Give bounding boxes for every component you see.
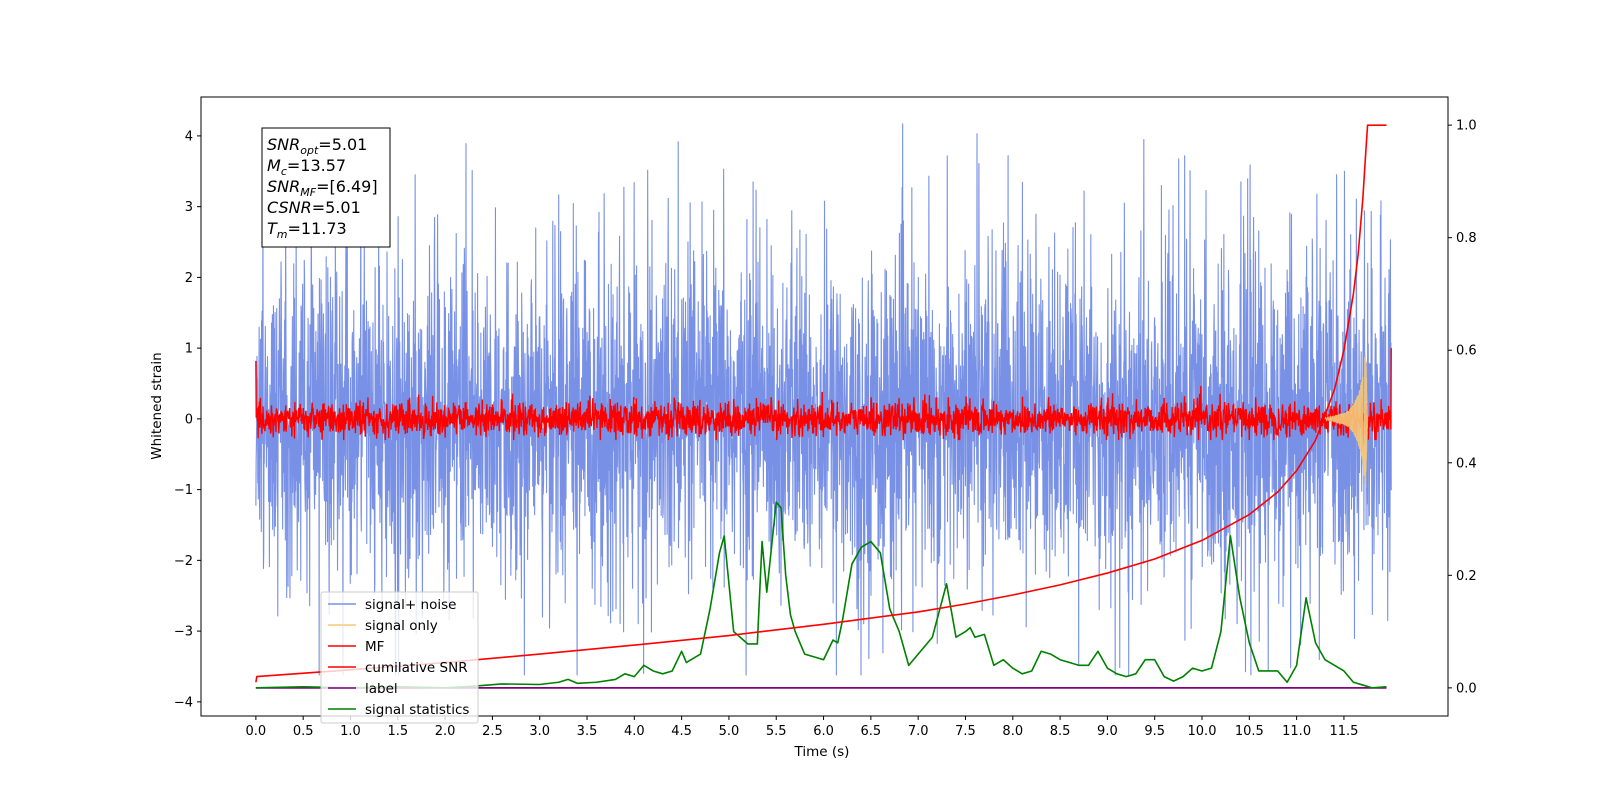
y-tick-label: −2 (174, 554, 193, 569)
info-value: =[6.49] (316, 177, 378, 196)
y-axis-left: −4 −3 −2 −1 0 1 2 3 4 (174, 129, 201, 710)
legend-entry-label: label (365, 681, 398, 697)
x-tick-label: 6.0 (813, 724, 834, 739)
info-symbol: CSNR (267, 198, 312, 217)
y-axis-right: 0.0 0.2 0.4 0.6 0.8 1.0 (1448, 119, 1477, 696)
x-axis: 0.0 0.5 1.0 1.5 2.0 2.5 3.0 3.5 4.0 4.5 5.0 5.5 6.0 6… (246, 716, 1358, 739)
x-tick-label: 10.5 (1235, 724, 1264, 739)
y-tick-label: −1 (174, 483, 193, 498)
info-subscript: MF (300, 186, 316, 199)
series-signal-statistics (255, 501, 1387, 689)
x-tick-label: 5.0 (719, 724, 740, 739)
x-tick-label: 4.0 (624, 724, 645, 739)
info-value: =5.01 (312, 198, 361, 217)
y-axis-label: Whitened strain (149, 352, 165, 459)
series-signal-only (1324, 354, 1369, 488)
y-right-tick-label: 0.2 (1456, 569, 1477, 584)
x-tick-label: 6.5 (861, 724, 882, 739)
legend-entry-label: MF (365, 639, 384, 655)
x-tick-label: 8.0 (1002, 724, 1023, 739)
info-line: Tm=11.73 (267, 219, 347, 241)
y-right-tick-label: 0.0 (1456, 681, 1477, 696)
x-tick-label: 10.0 (1188, 724, 1217, 739)
info-symbol: SNR (267, 177, 300, 196)
info-symbol: SNR (267, 135, 300, 154)
y-tick-label: −3 (174, 625, 193, 640)
info-value: =13.57 (287, 156, 346, 175)
x-tick-label: 0.0 (246, 724, 267, 739)
legend-entry-label: cumilative SNR (365, 660, 468, 676)
x-tick-label: 1.5 (387, 724, 408, 739)
x-tick-label: 4.5 (671, 724, 692, 739)
x-axis-label: Time (s) (794, 744, 850, 760)
legend: signal+ noise signal only MF cumilative SNR… (320, 591, 479, 724)
series-signal-noise (255, 123, 1392, 676)
y-tick-label: 1 (185, 342, 193, 357)
y-right-tick-label: 0.4 (1456, 456, 1477, 471)
info-value: =11.73 (288, 219, 347, 238)
series-cumulative-snr (255, 124, 1387, 683)
info-symbol: T (267, 219, 278, 238)
info-line: SNRMF=[6.49] (267, 177, 378, 199)
x-tick-label: 1.0 (340, 724, 361, 739)
x-tick-label: 7.5 (955, 724, 976, 739)
x-tick-label: 5.5 (766, 724, 787, 739)
legend-frame (320, 591, 479, 724)
series-mf (255, 348, 1392, 441)
info-symbol: M (267, 156, 281, 175)
y-right-tick-label: 0.6 (1456, 344, 1477, 359)
info-subscript: opt (300, 144, 319, 157)
legend-entry-label: signal statistics (365, 702, 469, 718)
info-value: =5.01 (318, 135, 367, 154)
y-right-tick-label: 1.0 (1456, 119, 1477, 134)
x-tick-label: 2.5 (482, 724, 503, 739)
x-tick-label: 9.0 (1097, 724, 1118, 739)
x-tick-label: 9.5 (1144, 724, 1165, 739)
y-tick-label: −4 (174, 695, 193, 710)
info-subscript: m (277, 228, 288, 241)
info-line: SNRopt=5.01 (267, 135, 367, 157)
x-tick-label: 7.0 (908, 724, 929, 739)
y-tick-label: 2 (185, 271, 193, 286)
x-tick-label: 3.5 (577, 724, 598, 739)
info-box: SNRopt=5.01Mc=13.57SNRMF=[6.49]CSNR=5.01… (261, 127, 391, 248)
x-tick-label: 8.5 (1050, 724, 1071, 739)
y-tick-label: 0 (185, 412, 193, 427)
legend-entry-label: signal only (365, 618, 438, 634)
x-tick-label: 0.5 (293, 724, 314, 739)
legend-entry-label: signal+ noise (365, 597, 456, 613)
y-right-tick-label: 0.8 (1456, 231, 1477, 246)
info-line: Mc=13.57 (267, 156, 346, 178)
x-tick-label: 2.0 (435, 724, 456, 739)
x-tick-label: 11.5 (1329, 724, 1358, 739)
info-line: CSNR=5.01 (267, 198, 361, 217)
x-tick-label: 3.0 (529, 724, 550, 739)
x-tick-label: 11.0 (1282, 724, 1311, 739)
plot-frame (200, 96, 1449, 717)
y-tick-label: 3 (185, 200, 193, 215)
y-tick-label: 4 (185, 129, 193, 144)
info-subscript: c (281, 165, 287, 178)
info-box-frame (261, 127, 391, 248)
